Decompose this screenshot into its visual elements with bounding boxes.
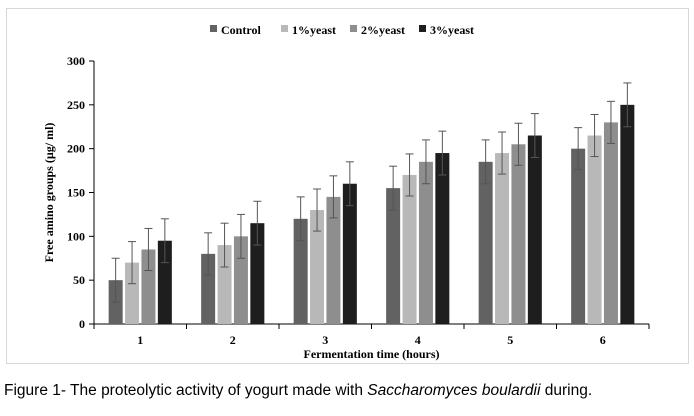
bar bbox=[326, 196, 341, 324]
bar bbox=[250, 223, 265, 324]
y-tick-label: 0 bbox=[79, 317, 85, 331]
legend-entry: 1%yeast bbox=[292, 23, 336, 37]
bar bbox=[527, 135, 542, 324]
bar bbox=[620, 104, 635, 324]
caption-suffix: during. bbox=[540, 382, 593, 399]
bar bbox=[125, 262, 140, 324]
x-tick-label: 2 bbox=[230, 333, 236, 347]
legend-swatch bbox=[281, 25, 288, 32]
bar bbox=[157, 240, 172, 324]
bar bbox=[201, 253, 216, 324]
x-tick-label: 6 bbox=[600, 333, 606, 347]
y-tick-label: 200 bbox=[67, 142, 85, 156]
bars bbox=[108, 104, 635, 324]
error-bars bbox=[111, 82, 632, 303]
bar bbox=[435, 153, 450, 324]
y-tick-label: 150 bbox=[67, 186, 85, 200]
legend-entry: 3%yeast bbox=[430, 23, 474, 37]
x-tick-label: 3 bbox=[322, 333, 328, 347]
figure-caption: Figure 1- The proteolytic activity of yo… bbox=[4, 382, 694, 400]
bar bbox=[402, 174, 417, 324]
bar bbox=[386, 188, 401, 324]
chart-frame: Control 1%yeast 2%yeast 3%yeast 0 50 100 150 20… bbox=[6, 8, 689, 364]
caption-species: Saccharomyces boulardii bbox=[367, 382, 541, 399]
y-tick-label: 250 bbox=[67, 98, 85, 112]
bar bbox=[217, 245, 232, 324]
legend-entry: Control bbox=[221, 23, 261, 37]
bar bbox=[495, 153, 510, 324]
y-tick-label: 100 bbox=[67, 229, 85, 243]
bar bbox=[418, 161, 433, 324]
legend: Control 1%yeast 2%yeast 3%yeast bbox=[210, 23, 474, 37]
x-axis-title: Fermentation time (hours) bbox=[304, 347, 440, 361]
legend-swatch bbox=[419, 25, 426, 32]
bar bbox=[342, 183, 357, 324]
bar bbox=[478, 161, 493, 324]
bar bbox=[603, 122, 618, 324]
x-tick-label: 4 bbox=[415, 333, 421, 347]
bar bbox=[511, 144, 526, 324]
legend-swatch bbox=[210, 25, 217, 32]
y-axis-title: Free amino groups (µg/ ml) bbox=[42, 123, 56, 263]
y-axis: 0 50 100 150 200 250 300 bbox=[67, 54, 95, 331]
bar-chart: Control 1%yeast 2%yeast 3%yeast 05010015020… bbox=[42, 23, 650, 361]
x-tick-label: 1 bbox=[137, 333, 143, 347]
bar bbox=[293, 218, 308, 324]
legend-swatch bbox=[350, 25, 357, 32]
x-axis: 1 2 3 4 5 6 bbox=[93, 323, 650, 347]
bar bbox=[310, 210, 325, 324]
bar bbox=[141, 249, 156, 324]
bar bbox=[571, 148, 586, 324]
legend-entry: 2%yeast bbox=[361, 23, 405, 37]
y-tick-label: 300 bbox=[67, 54, 85, 68]
bar bbox=[587, 135, 602, 324]
y-tick-label: 50 bbox=[73, 273, 85, 287]
x-tick-label: 5 bbox=[507, 333, 513, 347]
caption-prefix: Figure 1- The proteolytic activity of yo… bbox=[4, 382, 368, 399]
